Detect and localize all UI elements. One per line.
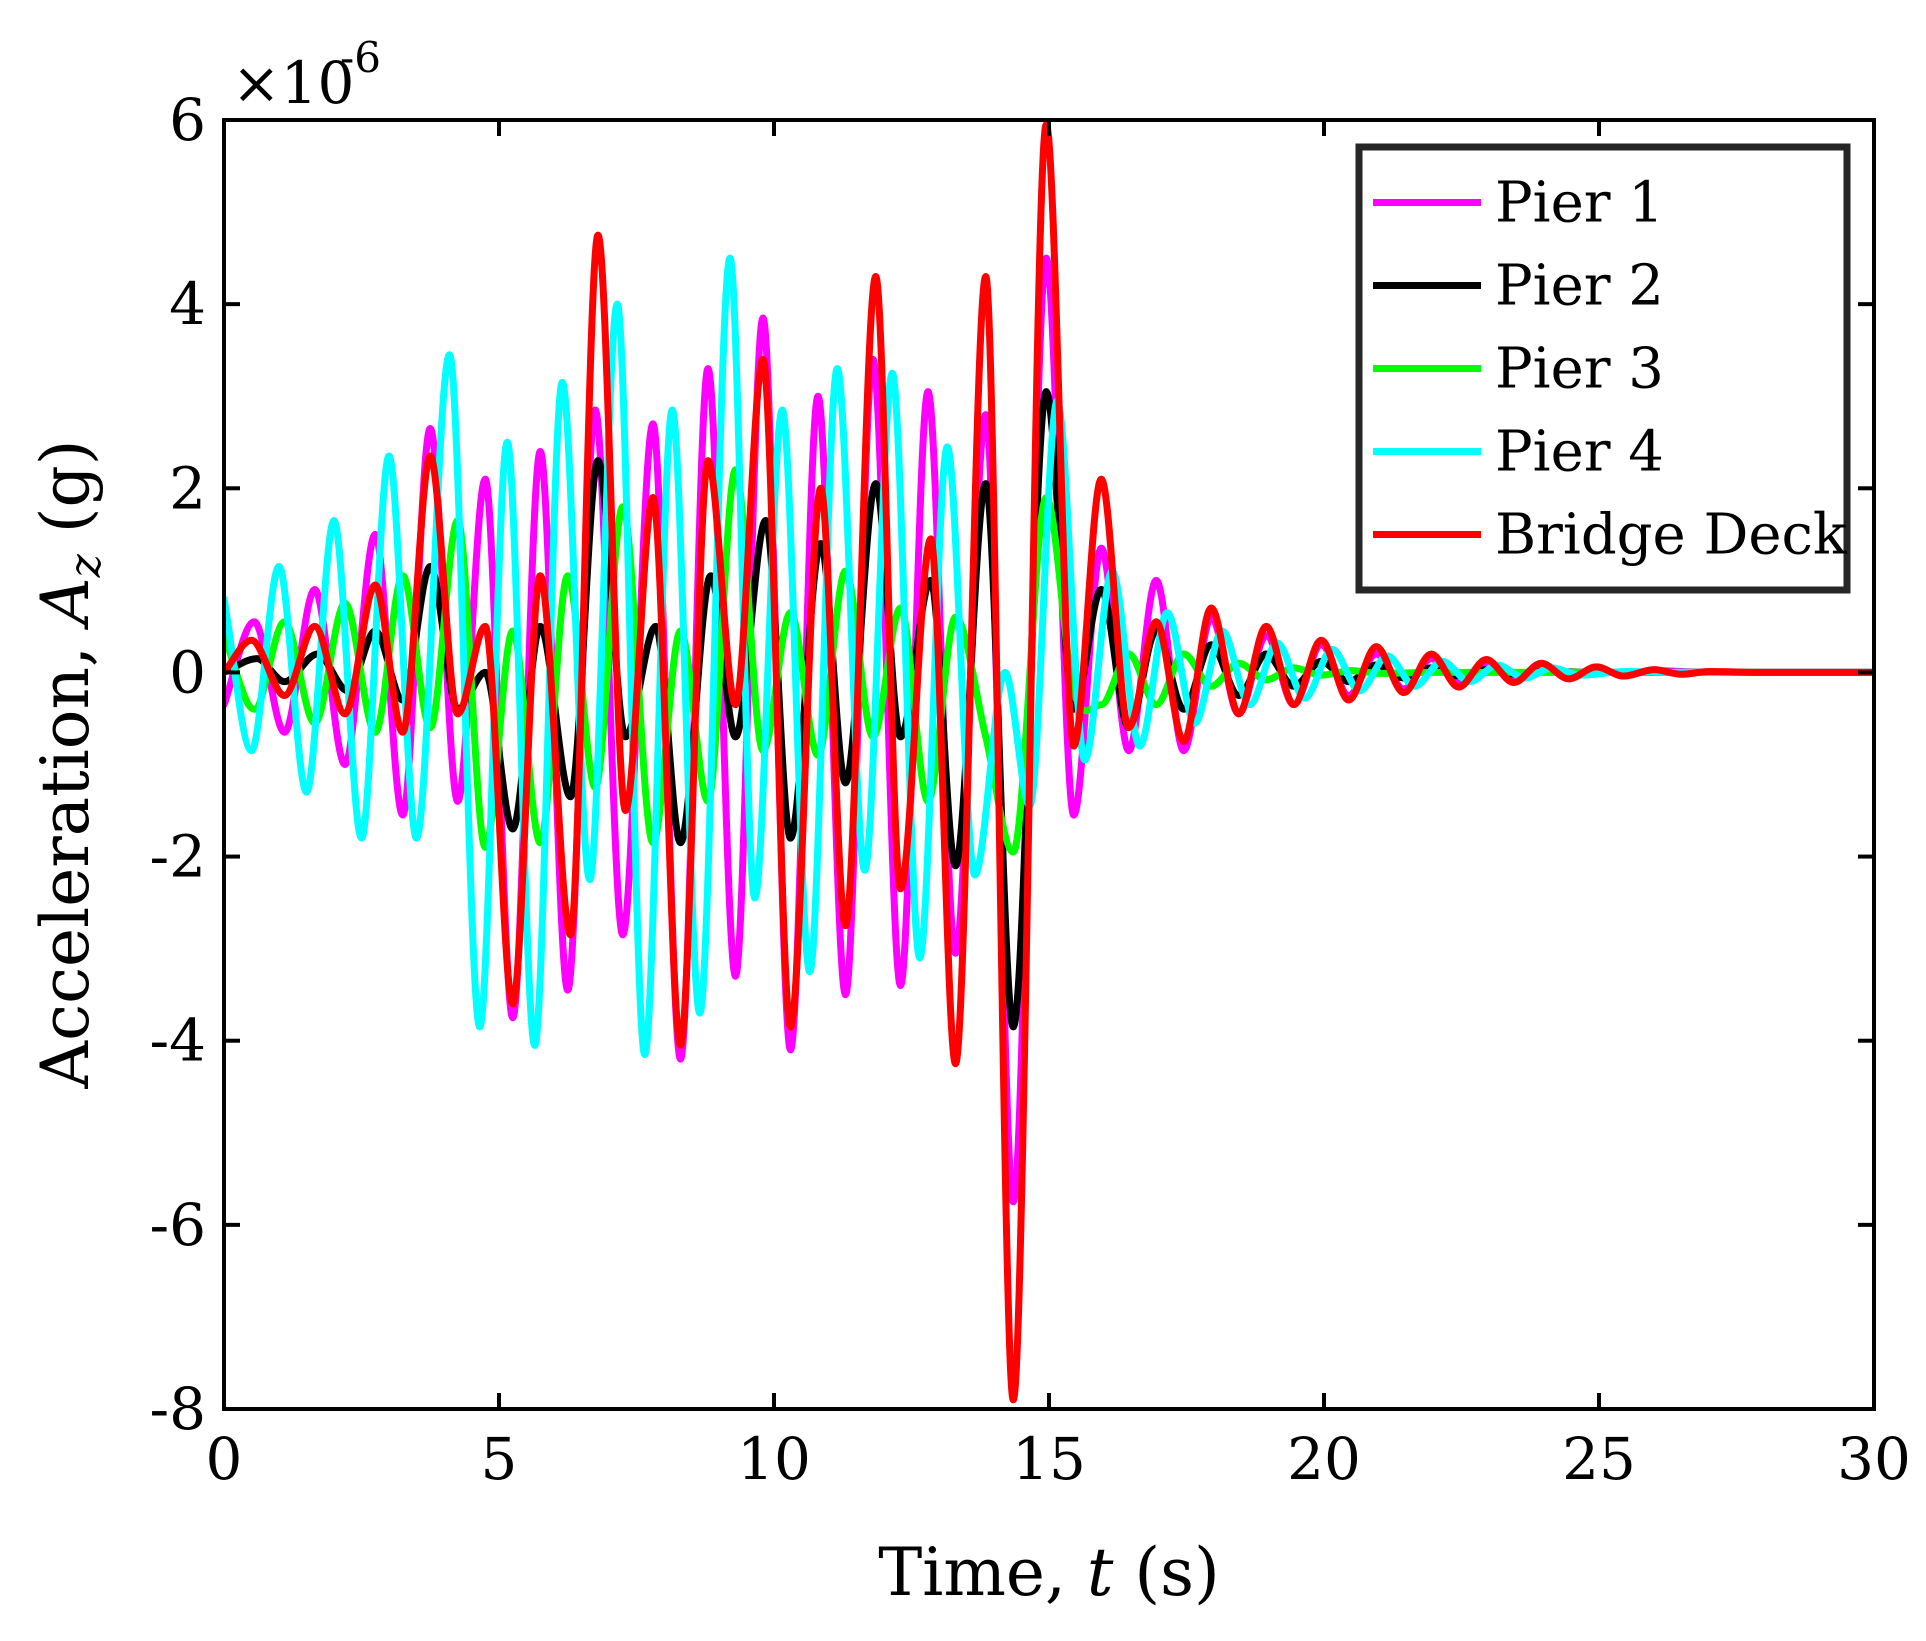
y-axis-label: Acceleration, Az (g) — [27, 439, 111, 1089]
y-tick-label: -6 — [150, 1191, 207, 1259]
x-tick-label: 15 — [1012, 1425, 1086, 1493]
y-tick-label: 6 — [169, 86, 206, 154]
y-axis-label-var: A — [27, 577, 104, 631]
legend-label-pier-2: Pier 2 — [1495, 254, 1664, 319]
x-tick-label: 0 — [206, 1425, 243, 1493]
legend-label-bridge-deck: Bridge Deck — [1495, 503, 1848, 568]
legend: Pier 1 Pier 2 Pier 3 Pier 4 Bridge Deck — [1355, 143, 1851, 594]
x-axis-label: Time, t (s) — [878, 1534, 1220, 1611]
legend-label-pier-1: Pier 1 — [1495, 171, 1664, 236]
x-tick-label: 25 — [1562, 1425, 1636, 1493]
x-axis-label-suffix: (s) — [1113, 1534, 1219, 1611]
y-axis-label-sub: z — [60, 553, 111, 578]
series-line-bridge-deck — [224, 121, 1874, 1404]
x-axis-label-prefix: Time, — [878, 1534, 1087, 1611]
series-line-pier-4 — [224, 254, 1874, 1059]
y-tick-label: -8 — [150, 1375, 207, 1443]
legend-label-pier-3: Pier 3 — [1495, 337, 1664, 402]
x-tick-label: 20 — [1287, 1425, 1361, 1493]
y-tick-label: 2 — [169, 454, 206, 522]
y-axis-exponent: ×10 -6 — [232, 33, 381, 117]
legend-label-pier-4: Pier 4 — [1495, 420, 1664, 485]
x-tick-label: 5 — [481, 1425, 518, 1493]
y-axis-label-suffix: (g) — [27, 439, 104, 554]
y-tick-label: 0 — [169, 638, 206, 706]
series-layer — [224, 121, 1874, 1404]
y-tick-label: -2 — [150, 823, 207, 891]
x-axis-label-var: t — [1087, 1534, 1114, 1611]
y-tick-label: 4 — [169, 270, 206, 338]
exponent-power: -6 — [340, 33, 381, 82]
y-tick-label: -4 — [150, 1007, 207, 1075]
x-tick-label: 10 — [737, 1425, 811, 1493]
x-tick-label: 30 — [1837, 1425, 1911, 1493]
y-axis-label-prefix: Acceleration, — [27, 625, 104, 1090]
ticks-layer: 0 5 10 15 20 25 30 -8 -6 -4 -2 0 2 4 6 — [150, 86, 1911, 1493]
exponent-base: ×10 — [232, 49, 354, 117]
